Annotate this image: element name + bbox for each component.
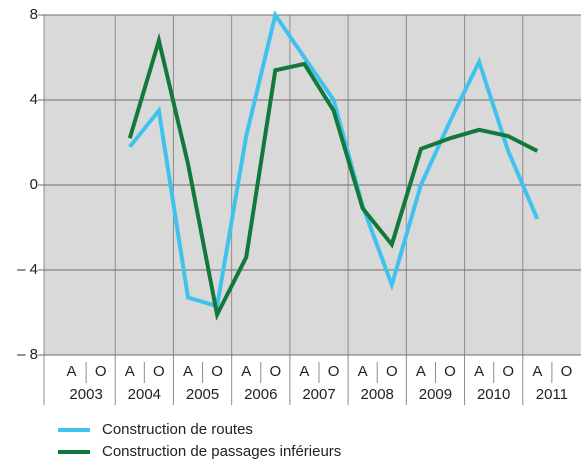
year-label: 2004	[128, 386, 161, 403]
series-line	[127, 32, 539, 321]
year-label: 2006	[244, 386, 277, 403]
year-label: 2010	[477, 386, 510, 403]
y-tick-label: 8	[30, 6, 38, 23]
x-tick-label: A	[532, 363, 542, 380]
x-tick-label: O	[269, 363, 281, 380]
year-label: 2009	[419, 386, 452, 403]
x-tick-label: O	[153, 363, 165, 380]
x-tick-label: O	[561, 363, 573, 380]
x-tick-label: A	[474, 363, 484, 380]
y-tick-label: 0	[30, 176, 38, 193]
x-tick-label: O	[386, 363, 398, 380]
year-label: 2005	[186, 386, 219, 403]
y-tick-label: – 8	[17, 346, 38, 363]
x-tick-label: A	[67, 363, 77, 380]
x-tick-label: O	[328, 363, 340, 380]
x-tick-label: O	[95, 363, 107, 380]
x-tick-label: O	[444, 363, 456, 380]
x-tick-label: A	[416, 363, 426, 380]
x-tick-label: A	[358, 363, 368, 380]
year-label: 2007	[302, 386, 335, 403]
y-tick-label: – 4	[17, 261, 38, 278]
series-line	[128, 10, 540, 309]
y-tick-label: 4	[30, 91, 38, 108]
legend-label: Construction de routes	[102, 421, 253, 438]
year-label: 2008	[361, 386, 394, 403]
year-label: 2011	[536, 386, 568, 403]
x-tick-label: O	[211, 363, 223, 380]
x-tick-label: A	[183, 363, 193, 380]
year-label: 2003	[69, 386, 102, 403]
x-tick-label: A	[241, 363, 251, 380]
x-tick-label: O	[502, 363, 514, 380]
legend-label: Construction de passages inférieurs	[102, 443, 341, 460]
x-tick-label: A	[299, 363, 309, 380]
x-tick-label: A	[125, 363, 135, 380]
